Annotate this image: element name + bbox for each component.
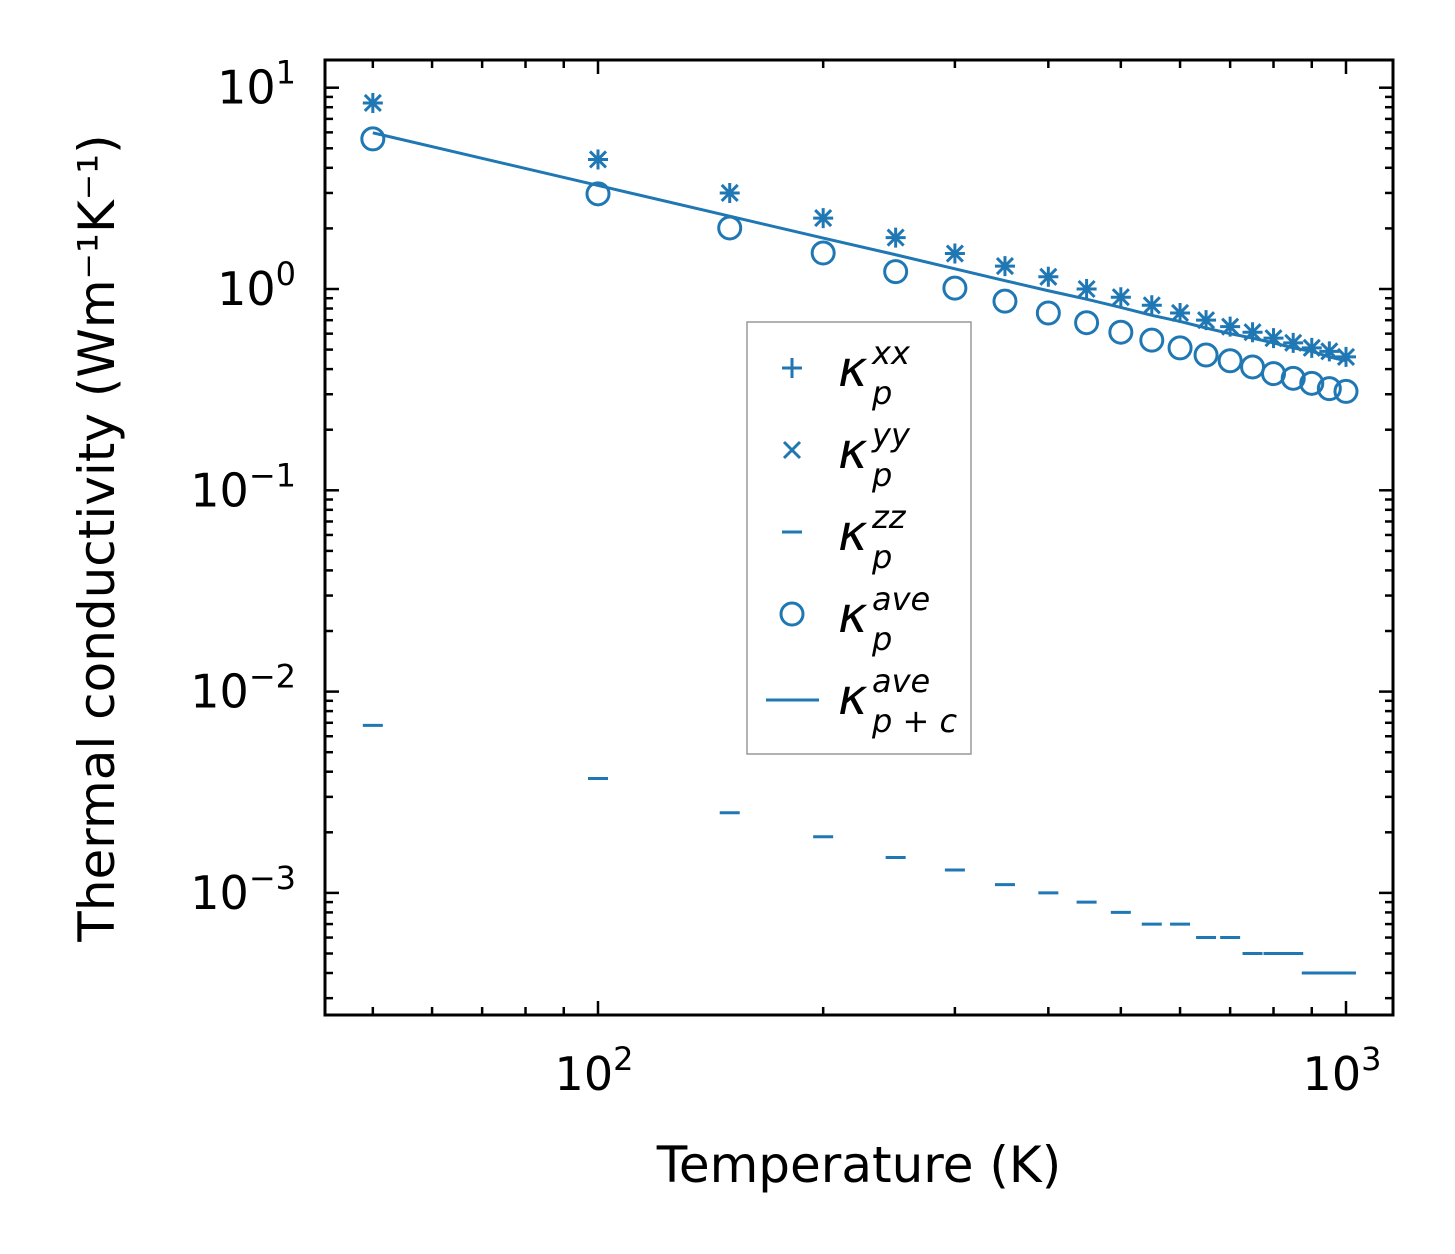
data-point	[1336, 347, 1356, 366]
legend-superscript: zz	[871, 498, 907, 536]
data-point	[588, 150, 608, 169]
legend-entry: κ zzp	[782, 498, 907, 576]
x-tick-label: 102	[555, 1040, 634, 1101]
legend-subscript: p	[871, 538, 892, 576]
data-point	[1111, 288, 1130, 307]
legend-subscript: p + c	[871, 702, 957, 740]
data-point	[1217, 348, 1243, 374]
legend-entry: κ xxp	[782, 334, 911, 412]
legend-kappa: κ	[838, 422, 868, 480]
data-point	[942, 275, 968, 301]
legend-subscript: p	[871, 374, 892, 412]
legend-kappa: κ	[838, 504, 868, 562]
y-tick-label: 10−1	[190, 456, 296, 517]
data-point	[1077, 279, 1096, 299]
data-point	[1333, 378, 1359, 404]
y-tick-label: 10−3	[190, 859, 296, 920]
series-circle	[360, 126, 1359, 404]
data-point	[1039, 267, 1058, 286]
x-tick-label: 103	[1303, 1040, 1382, 1101]
data-point	[1139, 327, 1165, 353]
data-point	[1170, 303, 1190, 323]
data-point	[585, 181, 611, 207]
legend-marker-icon	[782, 440, 802, 460]
y-tick-label: 10−2	[190, 658, 296, 719]
data-point	[1108, 319, 1134, 345]
data-point	[1316, 376, 1342, 402]
data-point	[363, 93, 382, 113]
legend-subscript: p	[871, 456, 892, 494]
y-tick-label: 101	[217, 54, 296, 115]
legend-kappa: κ	[838, 586, 868, 644]
data-point	[992, 288, 1018, 314]
data-point	[360, 126, 386, 152]
data-point	[720, 183, 739, 203]
data-point	[1167, 335, 1193, 361]
legend-kappa: κ	[838, 340, 868, 398]
series-hline	[362, 723, 1356, 975]
y-axis-label: Thermal conductivity (Wm⁻¹K⁻¹)	[68, 134, 126, 942]
data-point	[886, 228, 905, 247]
data-point	[814, 209, 833, 228]
data-point	[1299, 370, 1325, 396]
legend-superscript: ave	[872, 580, 930, 618]
x-axis-label: Temperature (K)	[656, 1136, 1061, 1194]
legend-superscript: xx	[871, 334, 911, 372]
data-point	[883, 259, 909, 285]
series-line	[372, 131, 1347, 363]
data-point	[945, 244, 964, 263]
legend-marker-icon	[779, 601, 805, 627]
y-tick-label: 100	[217, 255, 296, 316]
data-point	[1074, 310, 1100, 336]
legend-kappa: κ	[838, 668, 868, 726]
data-point	[1280, 365, 1306, 391]
legend-entry: κ yyp	[782, 416, 911, 494]
legend-superscript: yy	[871, 416, 911, 454]
legend-subscript: p	[871, 620, 892, 658]
legend-superscript: ave	[872, 662, 930, 700]
series-x	[363, 93, 1356, 366]
legend-marker-icon	[782, 358, 802, 378]
data-point	[810, 240, 836, 266]
data-point	[1193, 342, 1219, 368]
series-line	[372, 131, 1347, 363]
data-point	[1035, 300, 1061, 326]
data-point	[995, 257, 1015, 276]
data-point	[1142, 296, 1161, 315]
plot-frame	[323, 58, 1395, 1017]
